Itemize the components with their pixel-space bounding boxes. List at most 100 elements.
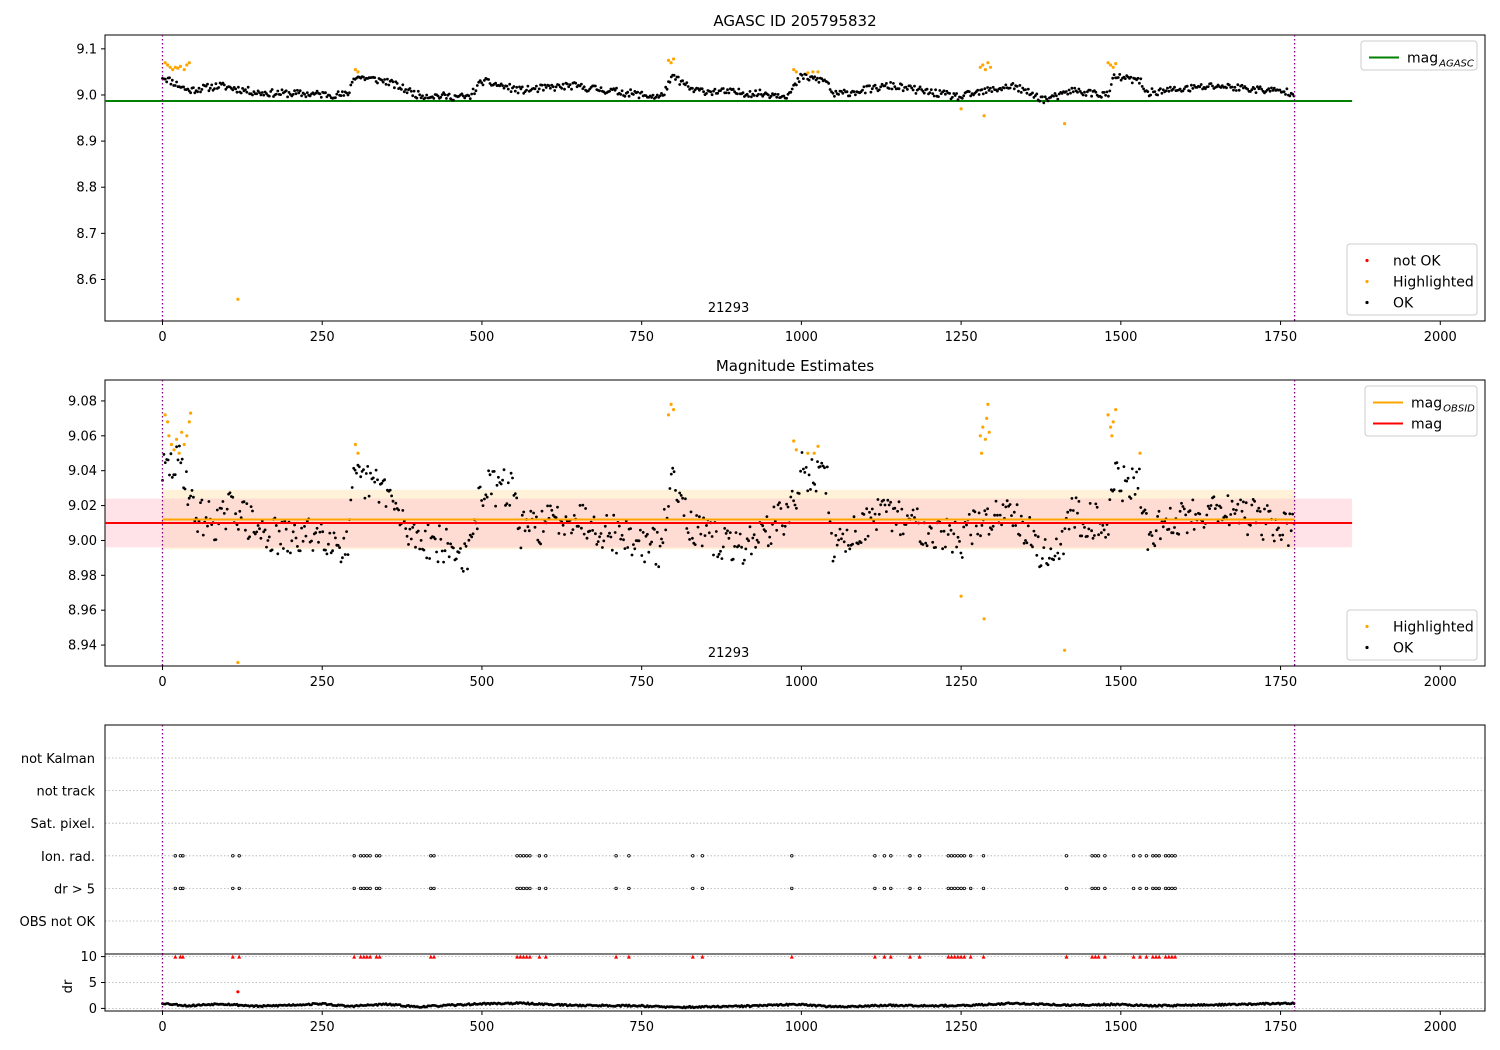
p1-ok-point xyxy=(551,85,555,89)
p2-ok-point xyxy=(681,496,684,500)
p2-ok-point xyxy=(1256,509,1259,513)
p1-ok-point xyxy=(214,82,218,86)
p3-flag-marker xyxy=(432,886,436,891)
p4-dr-clipped-marker xyxy=(524,954,529,959)
p1-ok-point xyxy=(712,89,715,93)
p2-ok-point xyxy=(346,553,350,556)
p2-ok-point xyxy=(640,554,644,557)
p2-ok-point xyxy=(761,524,765,528)
p1-ok-point xyxy=(475,84,479,87)
p2-ok-point xyxy=(166,458,170,462)
p2-ok-point xyxy=(606,534,610,538)
p2-ok-point xyxy=(900,507,904,511)
p2-ok-point xyxy=(1130,467,1134,471)
p2-ok-point xyxy=(506,481,510,485)
p2-ok-point xyxy=(865,507,869,511)
p1-ok-point xyxy=(1181,89,1185,93)
p1-ok-point xyxy=(380,78,384,82)
p2-ok-point xyxy=(376,478,379,482)
panel-flags: not Kalman not track Sat. pixel. Ion. rad. d… xyxy=(20,724,1486,955)
p1-ok-point xyxy=(883,84,887,88)
p2-highlighted-point xyxy=(187,420,191,424)
p1-ok-point xyxy=(547,84,551,87)
p2-ok-point xyxy=(669,472,673,476)
p3-flag-marker xyxy=(1173,886,1177,891)
p4-xtick-label: 2000 xyxy=(1424,1020,1457,1035)
p1-ok-point xyxy=(944,92,947,96)
p2-ok-point xyxy=(454,557,458,561)
p2-ok-point xyxy=(672,470,676,474)
p1-ok-point xyxy=(833,94,836,98)
p3-flag-marker xyxy=(882,886,887,891)
p2-ok-point xyxy=(1069,508,1072,512)
p2-ok-point xyxy=(866,534,870,538)
p4-dr-clipped-marker xyxy=(700,954,705,959)
p2-ok-point xyxy=(887,503,891,507)
p2-highlighted-point xyxy=(983,437,988,441)
p2-ok-point xyxy=(529,509,533,513)
p4-xtick-label: 1750 xyxy=(1264,1020,1297,1035)
p2-ok-point xyxy=(1272,539,1276,543)
p1-highlighted-point xyxy=(353,68,357,72)
p3-flag-marker xyxy=(1151,886,1155,891)
p2-highlighted-point xyxy=(666,413,671,417)
p1-ok-point xyxy=(423,96,427,100)
p1-xtick-label: 1500 xyxy=(1104,330,1137,345)
p2-ok-point xyxy=(189,494,193,498)
p3-flag-marker xyxy=(173,854,177,858)
p1-ok-point xyxy=(1094,90,1098,94)
p3-flag-marker xyxy=(614,886,618,891)
p2-ok-point xyxy=(180,457,184,461)
p1-ok-point xyxy=(901,89,905,93)
p2-ok-point xyxy=(698,515,701,519)
p2-ok-point xyxy=(747,539,750,543)
p3-flag-marker xyxy=(1163,854,1168,858)
p2-ok-point xyxy=(973,510,977,514)
p1-ok-point xyxy=(1042,101,1046,105)
p2-ok-point xyxy=(1048,556,1051,560)
p2-ok-point xyxy=(662,507,666,511)
p2-ok-point xyxy=(941,547,944,551)
p2-ok-point xyxy=(795,506,798,510)
p2-ok-point xyxy=(876,498,880,501)
p2-ok-point xyxy=(1215,503,1219,507)
p2-ok-point xyxy=(764,529,767,533)
p1-ok-point xyxy=(1070,86,1074,90)
p2-ok-point xyxy=(1154,529,1158,533)
p2-ok-point xyxy=(1042,546,1046,549)
p2-ok-point xyxy=(526,525,530,529)
p1-ok-point xyxy=(713,87,717,91)
p1-ok-point xyxy=(932,94,936,98)
p3-flag-marker xyxy=(873,886,877,891)
p2-ok-point xyxy=(1260,533,1263,537)
p2-ok-point xyxy=(951,550,954,554)
p1-ok-point xyxy=(421,94,424,98)
p2-ok-point xyxy=(1093,534,1096,537)
p2-highlighted-point xyxy=(175,437,179,441)
p2-xtick-label: 0 xyxy=(158,675,166,690)
p3-row-label: OBS not OK xyxy=(20,915,96,930)
p1-ok-point xyxy=(655,93,659,97)
p1-ok-point xyxy=(554,85,558,89)
p2-ok-point xyxy=(840,537,843,541)
p1-xtick-label: 1250 xyxy=(945,330,978,345)
p2-ok-point xyxy=(955,545,958,549)
p1-ok-point xyxy=(861,88,864,92)
p2-ok-point xyxy=(728,531,732,534)
p2-ok-point xyxy=(1067,527,1071,531)
p4-dr-clipped-marker xyxy=(173,954,178,959)
p2-ok-point xyxy=(1101,524,1105,527)
p1-ok-point xyxy=(890,87,894,91)
p1-ok-point xyxy=(165,80,169,84)
p2-ok-point xyxy=(741,562,745,565)
p1-ok-point xyxy=(1136,76,1140,80)
p1-ok-point xyxy=(1038,99,1041,103)
p2-ok-point xyxy=(367,494,371,498)
p2-ok-point xyxy=(461,569,465,573)
p1-ok-point xyxy=(287,91,291,94)
p2-ok-point xyxy=(1171,531,1175,535)
panel-magnitude-estimates: 0 250 500 750 1000 1250 1500 1750 2000 8.94 8.96 8.… xyxy=(68,357,1486,690)
p2-ok-point xyxy=(854,529,857,533)
p2-ok-point xyxy=(851,542,854,546)
p3-row-label: Ion. rad. xyxy=(41,850,95,865)
